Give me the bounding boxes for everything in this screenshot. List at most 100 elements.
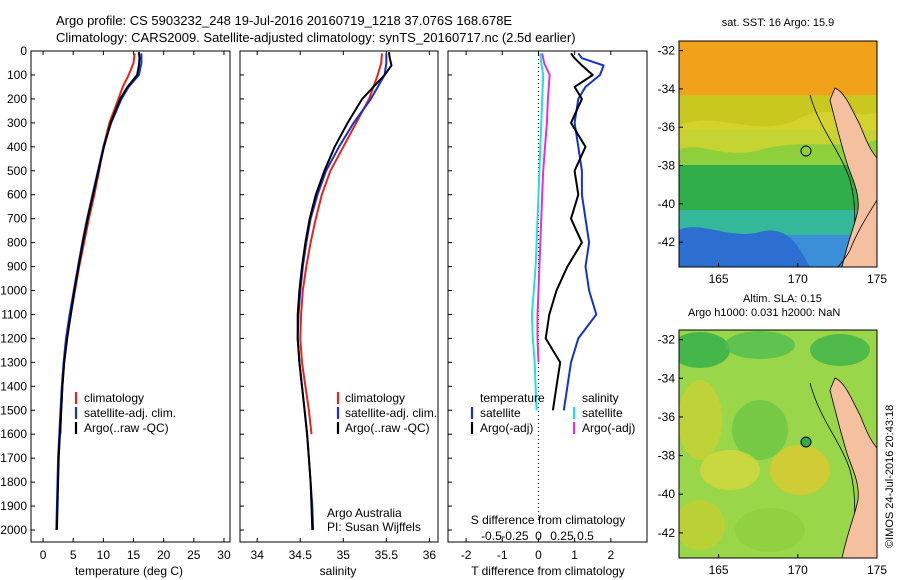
difference-top-tick-label: 0.25 (550, 529, 574, 543)
temperature-panel (30, 50, 231, 543)
annotation-line2: PI: Susan Wijffels (327, 520, 421, 534)
salinity-line-0 (299, 53, 383, 435)
sst-map (679, 41, 877, 267)
salinity-x-tick-label: 35 (337, 548, 351, 562)
legend-label-sal-satellite: satellite (582, 406, 623, 420)
sla-map-title: Altim. SLA: 0.15 (743, 293, 822, 305)
salinity-x-tick-label: 35.5 (375, 548, 399, 562)
sst-cold-pool (679, 227, 810, 267)
annotation-line1: Argo Australia (327, 506, 402, 520)
sst-map-y-tick-label: -34 (658, 82, 676, 96)
difference-x-tick-label: -2 (461, 548, 472, 562)
sst-map-title: sat. SST: 16 Argo: 15.9 (722, 17, 835, 29)
depth-tick-label: 800 (7, 236, 27, 250)
imos-footer: ©IMOS 24-Jul-2016 20:43:18 (884, 405, 896, 548)
sst-map-x-tick-label: 175 (867, 272, 887, 286)
sst-map-y-tick-label: -32 (658, 44, 676, 58)
depth-tick-label: 500 (7, 164, 27, 178)
legend-label-temp-argo: Argo(-adj) (480, 421, 533, 435)
sst-map-axes: 165 170 175 -32 -34 -36 -38 -40 -42 (658, 44, 888, 286)
difference-series (530, 52, 605, 411)
legend-label-climatology: climatology (84, 391, 144, 405)
depth-tick-label: 0 (20, 44, 27, 58)
temperature-x-axis: 0 5 10 15 20 25 30 (40, 51, 231, 562)
argo-float-marker (800, 145, 812, 157)
salinity-legend: climatology satellite-adj. clim. Argo(..… (327, 391, 437, 534)
difference-line-2 (530, 53, 545, 411)
legend-label-sal-argo: Argo(-adj) (582, 421, 635, 435)
temperature-x-tick-label: 0 (40, 548, 47, 562)
header-line1: Argo profile: CS 5903232_248 19-Jul-2016… (56, 13, 512, 28)
new-zealand-land (829, 87, 877, 267)
difference-top-tick-label: 0 (535, 529, 542, 543)
sst-tasman-front (679, 112, 877, 153)
legend-title-salinity: salinity (582, 391, 619, 405)
sla-map-subtitle: Argo h1000: 0.031 h2000: NaN (688, 307, 840, 319)
sla-map-y-tick-label: -36 (658, 410, 676, 424)
difference-line-0 (562, 52, 605, 411)
sla-map-x-tick-label: 165 (709, 563, 729, 577)
salinity-series (296, 52, 393, 531)
salinity-x-tick-label: 34 (251, 548, 265, 562)
sla-map-y-tick-label: -34 (658, 371, 676, 385)
sst-map-y-tick-label: -42 (658, 235, 676, 249)
sst-map-frame (678, 40, 878, 268)
header-line2: Climatology: CARS2009. Satellite-adjuste… (56, 30, 576, 45)
sla-map-frame (678, 329, 878, 559)
temperature-x-tick-label: 30 (217, 548, 231, 562)
sst-map-y-tick-label: -40 (658, 197, 676, 211)
depth-tick-label: 2000 (0, 523, 27, 537)
salinity-x-tick-label: 36 (423, 548, 437, 562)
difference-legend: temperature satellite Argo(-adj) salinit… (470, 391, 635, 435)
sst-map-x-tick-label: 165 (709, 272, 729, 286)
sla-anomaly (770, 445, 830, 495)
sla-map (679, 330, 877, 558)
depth-tick-label: 1400 (0, 379, 27, 393)
sla-anomaly (810, 334, 870, 366)
depth-tick-label: 700 (7, 212, 27, 226)
temperature-legend: climatology satellite-adj. clim. Argo(..… (74, 391, 176, 435)
difference-x-label: T difference from climatology (471, 564, 625, 578)
depth-tick-label: 1700 (0, 451, 27, 465)
legend-label-climatology: climatology (345, 391, 405, 405)
temperature-x-tick-label: 5 (70, 548, 77, 562)
sla-map-y-tick-label: -32 (658, 333, 676, 347)
temperature-x-tick-label: 25 (187, 548, 201, 562)
sla-map-x-tick-label: 170 (788, 563, 808, 577)
difference-line-3 (536, 53, 551, 363)
sla-anomaly (735, 508, 805, 552)
new-zealand-land (829, 377, 877, 558)
temperature-x-tick-label: 20 (157, 548, 171, 562)
depth-tick-label: 1300 (0, 355, 27, 369)
difference-x-tick-label: 1 (571, 548, 578, 562)
temperature-x-tick-label: 15 (127, 548, 141, 562)
salinity-x-axis: 34 34.5 35 35.5 36 (251, 51, 437, 562)
sst-band-cool (679, 165, 877, 215)
sla-anomaly (725, 331, 795, 359)
depth-tick-label: 400 (7, 140, 27, 154)
sla-map-y-tick-label: -38 (658, 449, 676, 463)
south-island-coast (837, 199, 877, 267)
difference-panel (447, 50, 648, 543)
depth-axis: 0 100 200 300 400 500 600 700 800 900 1000 1100 1200… (0, 44, 452, 537)
argo-float-marker (800, 436, 812, 448)
sla-map-y-tick-label: -42 (658, 526, 676, 540)
temperature-series (55, 52, 143, 531)
salinity-panel (239, 50, 439, 543)
legend-label-argo: Argo(..raw -QC) (84, 421, 169, 435)
legend-title-temperature: temperature (480, 391, 545, 405)
depth-tick-label: 600 (7, 188, 27, 202)
difference-x-axis: -2 -1 0 1 2 -0.5 -0.25 0 0.25 0.5 (461, 51, 614, 562)
sla-anomaly (679, 380, 722, 460)
salinity-x-tick-label: 34.5 (289, 548, 313, 562)
sla-map-y-tick-label: -40 (658, 487, 676, 501)
sla-map-x-tick-label: 175 (867, 563, 887, 577)
sst-map-y-tick-label: -38 (658, 158, 676, 172)
difference-x-tick-label: 2 (607, 548, 614, 562)
legend-label-satellite: satellite-adj. clim. (84, 406, 176, 420)
depth-tick-label: 1800 (0, 475, 27, 489)
depth-tick-label: 1600 (0, 427, 27, 441)
sla-anomaly (700, 450, 760, 490)
depth-tick-label: 1200 (0, 331, 27, 345)
